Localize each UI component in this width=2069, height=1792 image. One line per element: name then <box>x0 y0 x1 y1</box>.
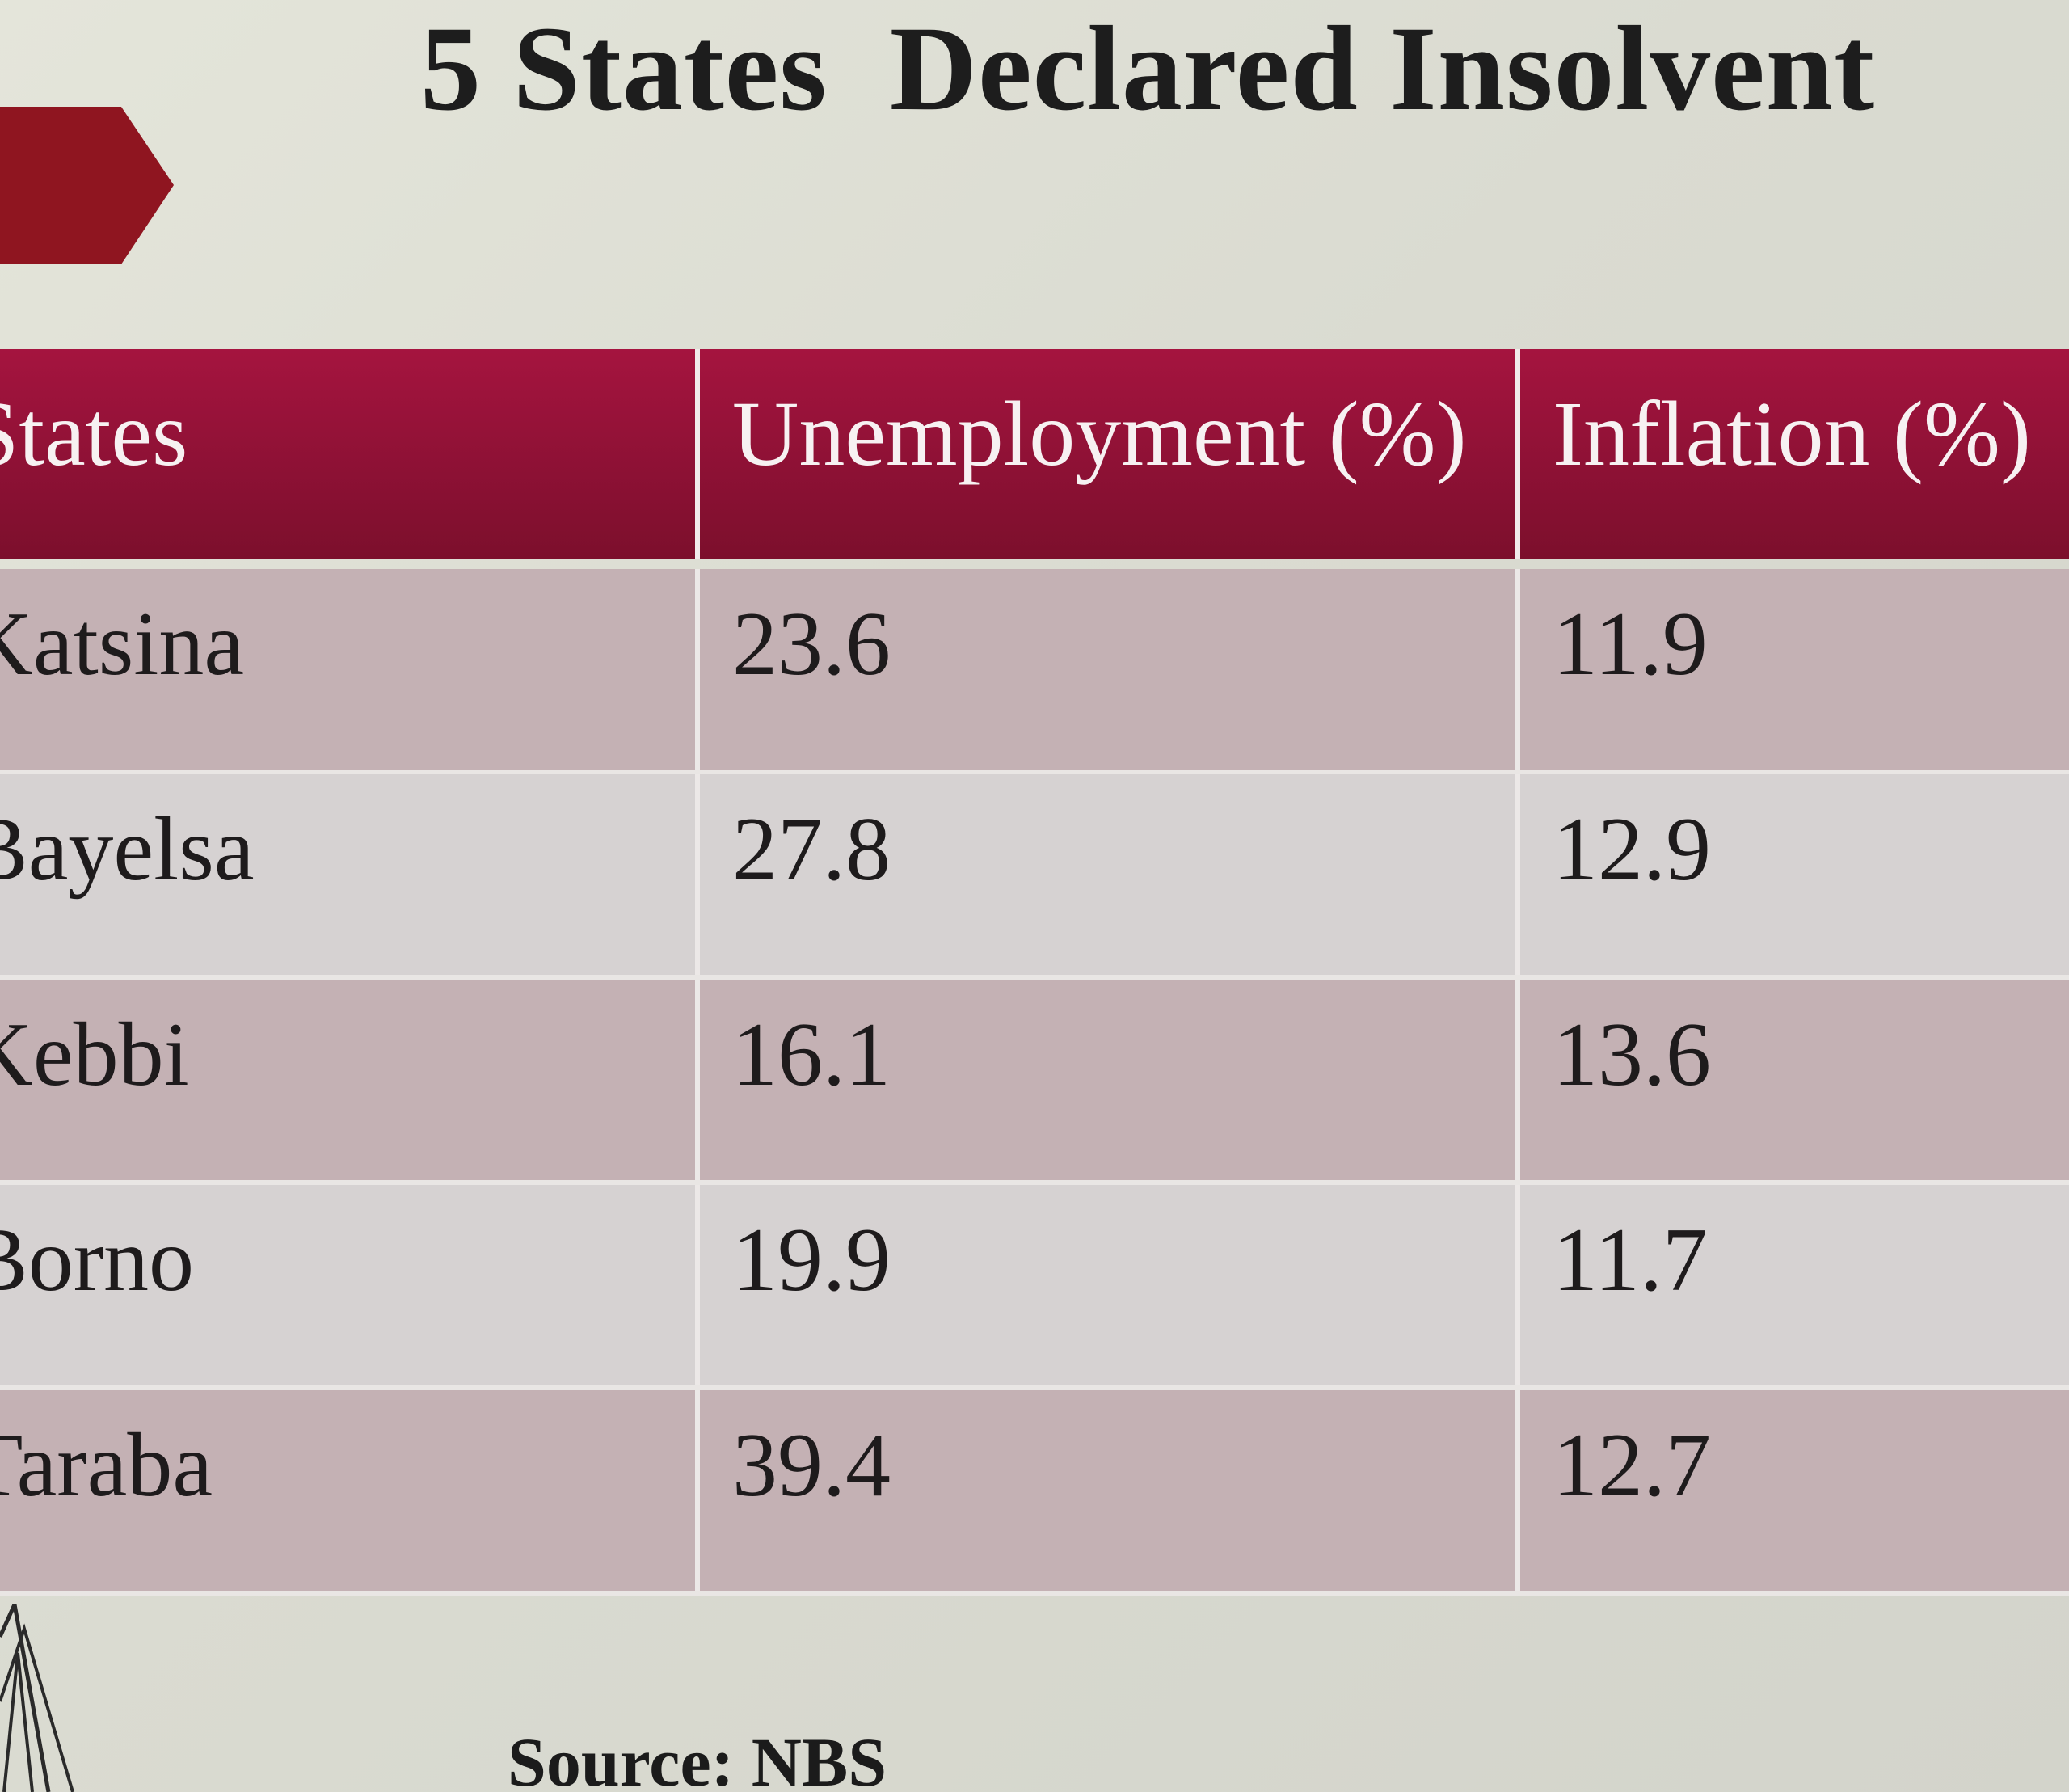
banner-arrow-shape <box>0 107 174 264</box>
cell-text: Borno <box>0 1210 194 1310</box>
table-row: Katsina 23.6 11.9 <box>0 569 2069 774</box>
cell-text: 19.9 <box>732 1210 891 1310</box>
cell-text: 13.6 <box>1553 1005 1711 1105</box>
unemployment-cell: 16.1 <box>695 980 1515 1180</box>
state-cell: Kebbi <box>0 980 695 1180</box>
header-cell-inflation: Inflation (%) <box>1515 349 2069 559</box>
header-label: Unemployment (%) <box>732 382 1467 485</box>
state-cell: Katsina <box>0 569 695 770</box>
table-row: Kebbi 16.1 13.6 <box>0 980 2069 1185</box>
cell-text: 39.4 <box>732 1415 891 1516</box>
table-row: Borno 19.9 11.7 <box>0 1185 2069 1390</box>
inflation-cell: 11.9 <box>1515 569 2069 770</box>
header-label: Inflation (%) <box>1553 382 2031 485</box>
table-header-row: States Unemployment (%) Inflation (%) <box>0 349 2069 559</box>
inflation-cell: 13.6 <box>1515 980 2069 1180</box>
table-row: Bayelsa 27.8 12.9 <box>0 774 2069 980</box>
cell-text: 12.7 <box>1553 1415 1711 1516</box>
cell-text: 27.8 <box>732 799 891 900</box>
state-cell: Taraba <box>0 1390 695 1591</box>
cell-text: Katsina <box>0 594 245 694</box>
cell-text: 12.9 <box>1553 799 1711 900</box>
unemployment-cell: 39.4 <box>695 1390 1515 1591</box>
inflation-cell: 11.7 <box>1515 1185 2069 1385</box>
state-cell: Borno <box>0 1185 695 1385</box>
decorative-line-sketch <box>0 1604 74 1792</box>
header-cell-unemployment: Unemployment (%) <box>695 349 1515 559</box>
state-cell: Bayelsa <box>0 774 695 975</box>
cell-text: Taraba <box>0 1415 213 1516</box>
data-table: States Unemployment (%) Inflation (%) Ka… <box>0 349 2069 1596</box>
unemployment-cell: 19.9 <box>695 1185 1515 1385</box>
cell-text: 11.9 <box>1553 594 1708 694</box>
source-note: Source: NBS <box>508 1723 887 1792</box>
unemployment-cell: 23.6 <box>695 569 1515 770</box>
table-row: Taraba 39.4 12.7 <box>0 1390 2069 1596</box>
inflation-cell: 12.7 <box>1515 1390 2069 1591</box>
inflation-cell: 12.9 <box>1515 774 2069 975</box>
header-cell-states: States <box>0 349 695 559</box>
page-title: 5 States Declared Insolvent <box>420 2 1876 136</box>
header-label: States <box>0 382 188 485</box>
cell-text: 16.1 <box>732 1005 891 1105</box>
unemployment-cell: 27.8 <box>695 774 1515 975</box>
cell-text: 11.7 <box>1553 1210 1708 1310</box>
cell-text: Kebbi <box>0 1005 189 1105</box>
cell-text: 23.6 <box>732 594 891 694</box>
cell-text: Bayelsa <box>0 799 255 900</box>
